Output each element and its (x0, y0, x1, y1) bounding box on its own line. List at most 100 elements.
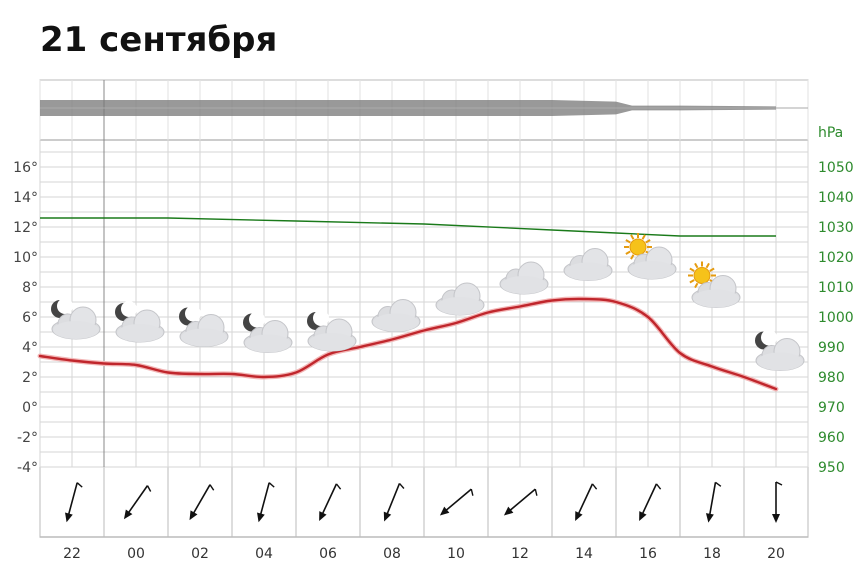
wind-shaft (258, 482, 270, 520)
cloudy-icon (563, 248, 613, 281)
wind-arrow (189, 484, 215, 521)
cloud-fill (245, 334, 291, 353)
pressure-tick-label: 1050 (818, 160, 854, 176)
wind-head (772, 514, 780, 523)
sun-ray (694, 282, 699, 289)
wind-barb (470, 488, 474, 496)
wind-arrow (772, 481, 783, 523)
temp-tick-label: -2° (17, 430, 38, 446)
wind-barb (398, 482, 405, 489)
wind-head (639, 511, 647, 522)
night-cloudy-icon (755, 329, 805, 371)
temperature-axis: 16° 14° 12° 10° 8° 6° 4° 2° 0° -2° -4° (13, 160, 38, 476)
temp-tick-label: 2° (22, 370, 38, 386)
cloudy-icon (371, 299, 421, 332)
cloudy-icon (499, 261, 549, 295)
time-tick-label: 00 (127, 546, 145, 562)
wind-barb (775, 481, 783, 486)
moon-cut (249, 311, 265, 328)
cloud-fill (437, 297, 483, 315)
temperature-series (38, 297, 778, 391)
cloud-fill (757, 352, 803, 371)
pressure-tick-label: 1030 (818, 220, 854, 236)
wind-head (65, 512, 73, 523)
temp-tick-label: 16° (13, 160, 38, 176)
wind-shaft (639, 483, 658, 519)
wind-head (439, 506, 450, 516)
wind-shaft (384, 483, 401, 519)
wind-barb (76, 482, 83, 488)
pressure-line (40, 217, 776, 237)
pressure-tick-label: 990 (818, 340, 845, 356)
wind-barb (209, 484, 215, 491)
cloud-fill (629, 261, 675, 279)
wind-barb (335, 483, 342, 490)
wind-head (705, 513, 714, 523)
night-cloudy-icon (179, 305, 229, 347)
wind-barb (715, 481, 722, 487)
time-tick-label: 12 (511, 546, 529, 562)
wind-arrow (123, 485, 152, 520)
pressure-tick-label: 950 (818, 460, 845, 476)
wind-shaft (575, 483, 594, 519)
day-partly-cloudy-icon (688, 261, 741, 308)
pressure-tick-label: 1000 (818, 310, 854, 326)
sun-ray (689, 279, 695, 284)
sun-ray (630, 254, 635, 260)
temp-tick-label: 4° (22, 340, 38, 356)
wind-arrow (639, 483, 662, 522)
time-tick-label: 06 (319, 546, 337, 562)
sun-ray (709, 267, 715, 272)
wind-arrow (705, 481, 722, 523)
wind-arrow (439, 488, 474, 516)
wind-barb (534, 488, 538, 496)
time-tick-label: 14 (575, 546, 593, 562)
moon-cut (185, 305, 201, 322)
cloud-fill (565, 262, 611, 281)
wind-shaft (441, 488, 472, 515)
moon-cut (121, 301, 137, 317)
time-tick-label: 02 (191, 546, 209, 562)
sun-disc (629, 238, 647, 256)
wind-arrow (503, 488, 538, 516)
time-tick-label: 08 (383, 546, 401, 562)
wind-head (575, 511, 583, 522)
temp-tick-label: 8° (22, 280, 38, 296)
wind-shaft (319, 483, 338, 519)
night-cloudy-icon (115, 301, 165, 343)
pressure-tick-label: 960 (818, 430, 845, 446)
cloudy-icon (435, 282, 485, 316)
page-title: 21 сентября (40, 20, 278, 60)
day-partly-cloudy-icon (624, 233, 677, 280)
sun-disc (693, 267, 711, 284)
pressure-tick-label: 1020 (818, 250, 854, 266)
temp-tick-label: 12° (13, 220, 38, 236)
temp-tick-label: 10° (13, 250, 38, 266)
time-tick-label: 10 (447, 546, 465, 562)
cloud-fill (53, 321, 99, 339)
temp-tick-label: 6° (22, 310, 38, 326)
pressure-tick-label: 980 (818, 370, 845, 386)
wind-arrow (383, 482, 405, 522)
wind-barb (591, 483, 598, 490)
wind-shaft (505, 488, 536, 515)
sky-icons (51, 233, 805, 371)
cloud-fill (117, 324, 163, 342)
wind-arrow (65, 482, 83, 523)
night-cloudy-icon (307, 310, 357, 352)
sun-ray (694, 262, 699, 269)
pressure-unit-label: hPa (818, 125, 843, 141)
pressure-tick-label: 1040 (818, 190, 854, 206)
sun-ray (625, 239, 631, 244)
wind-barb (268, 482, 275, 488)
wind-head (319, 511, 327, 522)
sun-ray (645, 239, 651, 244)
moon-cut (761, 329, 777, 346)
night-cloudy-icon (243, 311, 293, 353)
temp-tick-label: 0° (22, 400, 38, 416)
pressure-tick-label: 1010 (818, 280, 854, 296)
time-tick-label: 22 (63, 546, 81, 562)
cloud-fill (373, 313, 419, 332)
wind-shaft (125, 485, 149, 518)
